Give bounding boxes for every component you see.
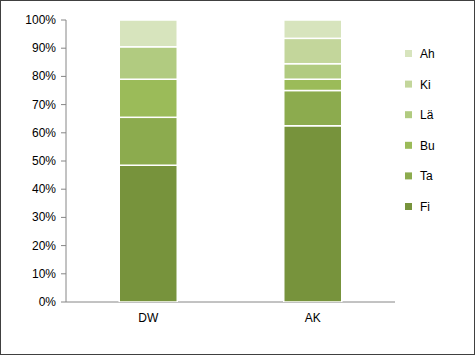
- frame: [1, 1, 475, 355]
- legend-swatch: [405, 50, 412, 57]
- y-tick: [61, 161, 66, 162]
- y-tick: [61, 20, 66, 21]
- legend-swatch: [405, 81, 412, 88]
- y-tick: [61, 132, 66, 133]
- bar-segment: [119, 117, 177, 165]
- legend-swatch: [405, 111, 412, 118]
- y-axis: [66, 20, 67, 302]
- bar-segment: [119, 79, 177, 117]
- y-tick: [61, 76, 66, 77]
- bars: [119, 20, 342, 302]
- y-tick: [61, 48, 66, 49]
- legend-label: Bu: [420, 139, 435, 153]
- y-tick-label: 70%: [32, 98, 56, 112]
- bar-segment: [284, 91, 342, 126]
- y-tick: [61, 245, 66, 246]
- y-tick-label: 60%: [32, 126, 56, 140]
- y-tick: [61, 217, 66, 218]
- y-tick-label: 40%: [32, 182, 56, 196]
- legend-swatch: [405, 172, 412, 179]
- y-tick: [61, 302, 66, 303]
- legend-label: Ta: [420, 169, 433, 183]
- x-axis: [66, 302, 395, 303]
- bar-segment: [284, 126, 342, 302]
- bar-segment: [119, 20, 177, 47]
- y-tick-label: 20%: [32, 239, 56, 253]
- bar-segment: [284, 79, 342, 90]
- y-tick: [61, 189, 66, 190]
- y-tick-label: 50%: [32, 154, 56, 168]
- y-tick: [61, 104, 66, 105]
- y-tick-label: 100%: [25, 13, 56, 27]
- legend-label: Fi: [420, 200, 430, 214]
- y-tick-label: 10%: [32, 267, 56, 281]
- bar-segment: [284, 20, 342, 38]
- legend: Ah Ki Lä Bu Ta Fi: [405, 47, 435, 214]
- x-tick-label: DW: [138, 311, 159, 325]
- legend-swatch: [405, 203, 412, 210]
- bar-segment: [119, 47, 177, 79]
- legend-label: Ah: [420, 47, 435, 61]
- y-tick-label: 80%: [32, 69, 56, 83]
- legend-label: Lä: [420, 108, 434, 122]
- legend-label: Ki: [420, 78, 431, 92]
- bar-segment: [284, 64, 342, 80]
- x-tick-label: AK: [305, 311, 321, 325]
- y-tick-label: 90%: [32, 41, 56, 55]
- y-tick: [61, 273, 66, 274]
- chart: 0% 10% 20% 30% 40% 50% 60% 70% 80% 90% 100% DW AK Ah K…: [0, 0, 475, 355]
- bar-segment: [284, 38, 342, 63]
- y-tick-label: 30%: [32, 210, 56, 224]
- bar-segment: [119, 165, 177, 302]
- legend-swatch: [405, 142, 412, 149]
- y-tick-label: 0%: [39, 295, 57, 309]
